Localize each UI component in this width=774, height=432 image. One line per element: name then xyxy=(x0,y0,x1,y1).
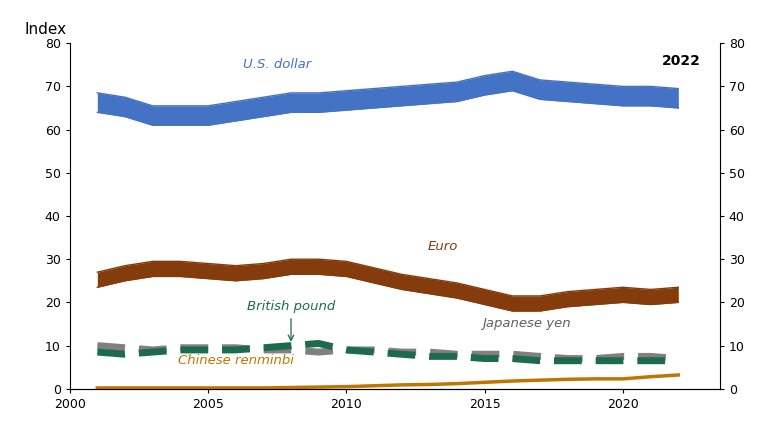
Text: Japanese yen: Japanese yen xyxy=(482,318,570,330)
Text: U.S. dollar: U.S. dollar xyxy=(243,58,311,71)
Text: Index: Index xyxy=(24,22,67,38)
Text: Chinese renminbi: Chinese renminbi xyxy=(178,354,293,367)
Text: Euro: Euro xyxy=(428,240,458,253)
Text: British pound: British pound xyxy=(247,300,335,340)
Text: 2022: 2022 xyxy=(662,54,700,68)
